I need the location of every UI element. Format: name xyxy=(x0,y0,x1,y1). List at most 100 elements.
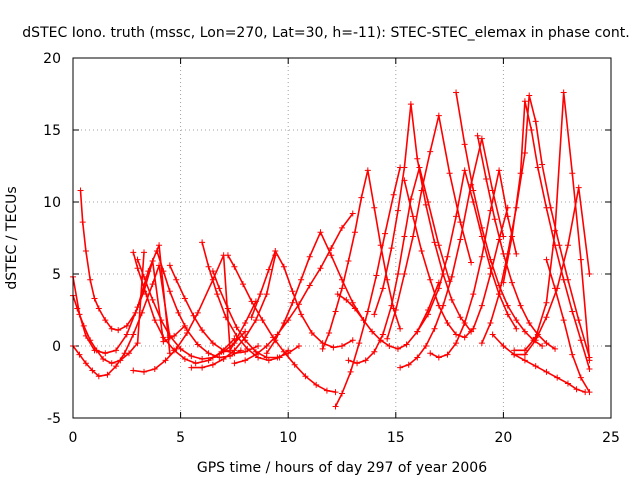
data-point xyxy=(280,263,287,270)
data-point xyxy=(233,332,240,339)
data-point xyxy=(397,325,404,332)
data-point xyxy=(285,317,292,324)
data-point xyxy=(435,242,442,249)
data-point xyxy=(143,291,150,298)
data-series xyxy=(474,132,559,352)
data-point xyxy=(181,355,188,362)
data-series xyxy=(199,239,292,364)
data-point xyxy=(240,281,247,288)
data-point xyxy=(141,249,148,256)
data-point xyxy=(390,191,397,198)
data-point xyxy=(418,187,425,194)
data-point xyxy=(285,350,292,357)
data-point xyxy=(263,350,270,357)
data-point xyxy=(209,361,216,368)
data-point xyxy=(95,373,102,380)
data-point xyxy=(521,98,528,105)
data-point xyxy=(265,266,272,273)
data-point xyxy=(394,271,401,277)
data-point xyxy=(252,351,259,358)
data-point xyxy=(394,207,401,214)
data-point xyxy=(156,242,163,249)
data-point xyxy=(289,288,296,295)
data-point xyxy=(347,368,354,375)
data-point xyxy=(209,340,216,347)
data-point xyxy=(534,164,541,171)
data-point xyxy=(422,201,429,208)
data-point xyxy=(410,233,417,240)
data-point xyxy=(151,317,158,324)
data-point xyxy=(401,271,408,277)
data-point xyxy=(371,348,378,355)
data-point xyxy=(153,247,160,254)
data-point xyxy=(151,366,158,373)
data-point xyxy=(444,253,451,260)
data-point xyxy=(513,250,520,257)
data-point xyxy=(302,373,309,380)
data-point xyxy=(478,340,485,347)
data-point xyxy=(123,331,130,338)
data-point xyxy=(104,371,111,378)
data-point xyxy=(435,285,442,292)
series-line xyxy=(212,270,300,359)
data-point xyxy=(162,357,169,364)
data-series xyxy=(319,167,404,352)
data-point xyxy=(231,347,238,354)
data-point xyxy=(453,213,460,220)
data-point xyxy=(224,252,231,259)
data-point xyxy=(326,330,333,337)
data-point xyxy=(457,236,464,243)
series-line xyxy=(502,100,591,370)
data-point xyxy=(543,256,550,263)
data-point xyxy=(453,331,460,338)
data-point xyxy=(160,268,167,275)
data-point xyxy=(339,285,345,292)
data-point xyxy=(173,276,180,283)
data-point xyxy=(509,233,516,240)
data-point xyxy=(528,127,535,133)
data-point xyxy=(457,314,464,321)
x-axis-label: GPS time / hours of day 297 of year 2006 xyxy=(197,460,487,476)
data-point xyxy=(108,360,115,367)
data-point xyxy=(323,387,330,394)
data-point xyxy=(444,319,451,326)
data-point xyxy=(113,347,120,354)
data-point xyxy=(190,312,197,319)
data-point xyxy=(543,368,550,375)
data-point xyxy=(166,288,173,295)
data-point xyxy=(93,347,100,354)
data-point xyxy=(199,355,206,362)
series-line xyxy=(513,353,587,393)
data-point xyxy=(403,341,410,348)
data-point xyxy=(435,112,442,119)
data-point xyxy=(504,213,511,220)
data-point xyxy=(418,247,425,254)
data-point xyxy=(407,101,414,108)
data-point xyxy=(543,314,550,321)
data-point xyxy=(298,311,305,318)
data-point xyxy=(478,224,485,231)
data-point xyxy=(205,263,212,270)
data-point xyxy=(79,219,86,226)
data-series xyxy=(248,247,356,351)
data-point xyxy=(517,302,524,309)
data-point xyxy=(280,348,287,355)
data-point xyxy=(244,345,251,352)
data-point xyxy=(220,355,227,362)
data-point xyxy=(511,351,518,358)
data-point xyxy=(149,258,156,265)
series-line xyxy=(476,135,556,350)
data-point xyxy=(231,263,238,270)
data-series xyxy=(332,164,404,410)
data-point xyxy=(252,317,259,324)
data-series xyxy=(427,167,520,361)
data-point xyxy=(560,89,567,96)
data-point xyxy=(504,311,511,318)
series-line xyxy=(399,137,505,369)
data-point xyxy=(132,309,139,316)
data-series xyxy=(371,101,475,335)
data-point xyxy=(194,309,201,316)
data-point xyxy=(289,299,296,306)
x-tick-label: 20 xyxy=(494,430,512,446)
